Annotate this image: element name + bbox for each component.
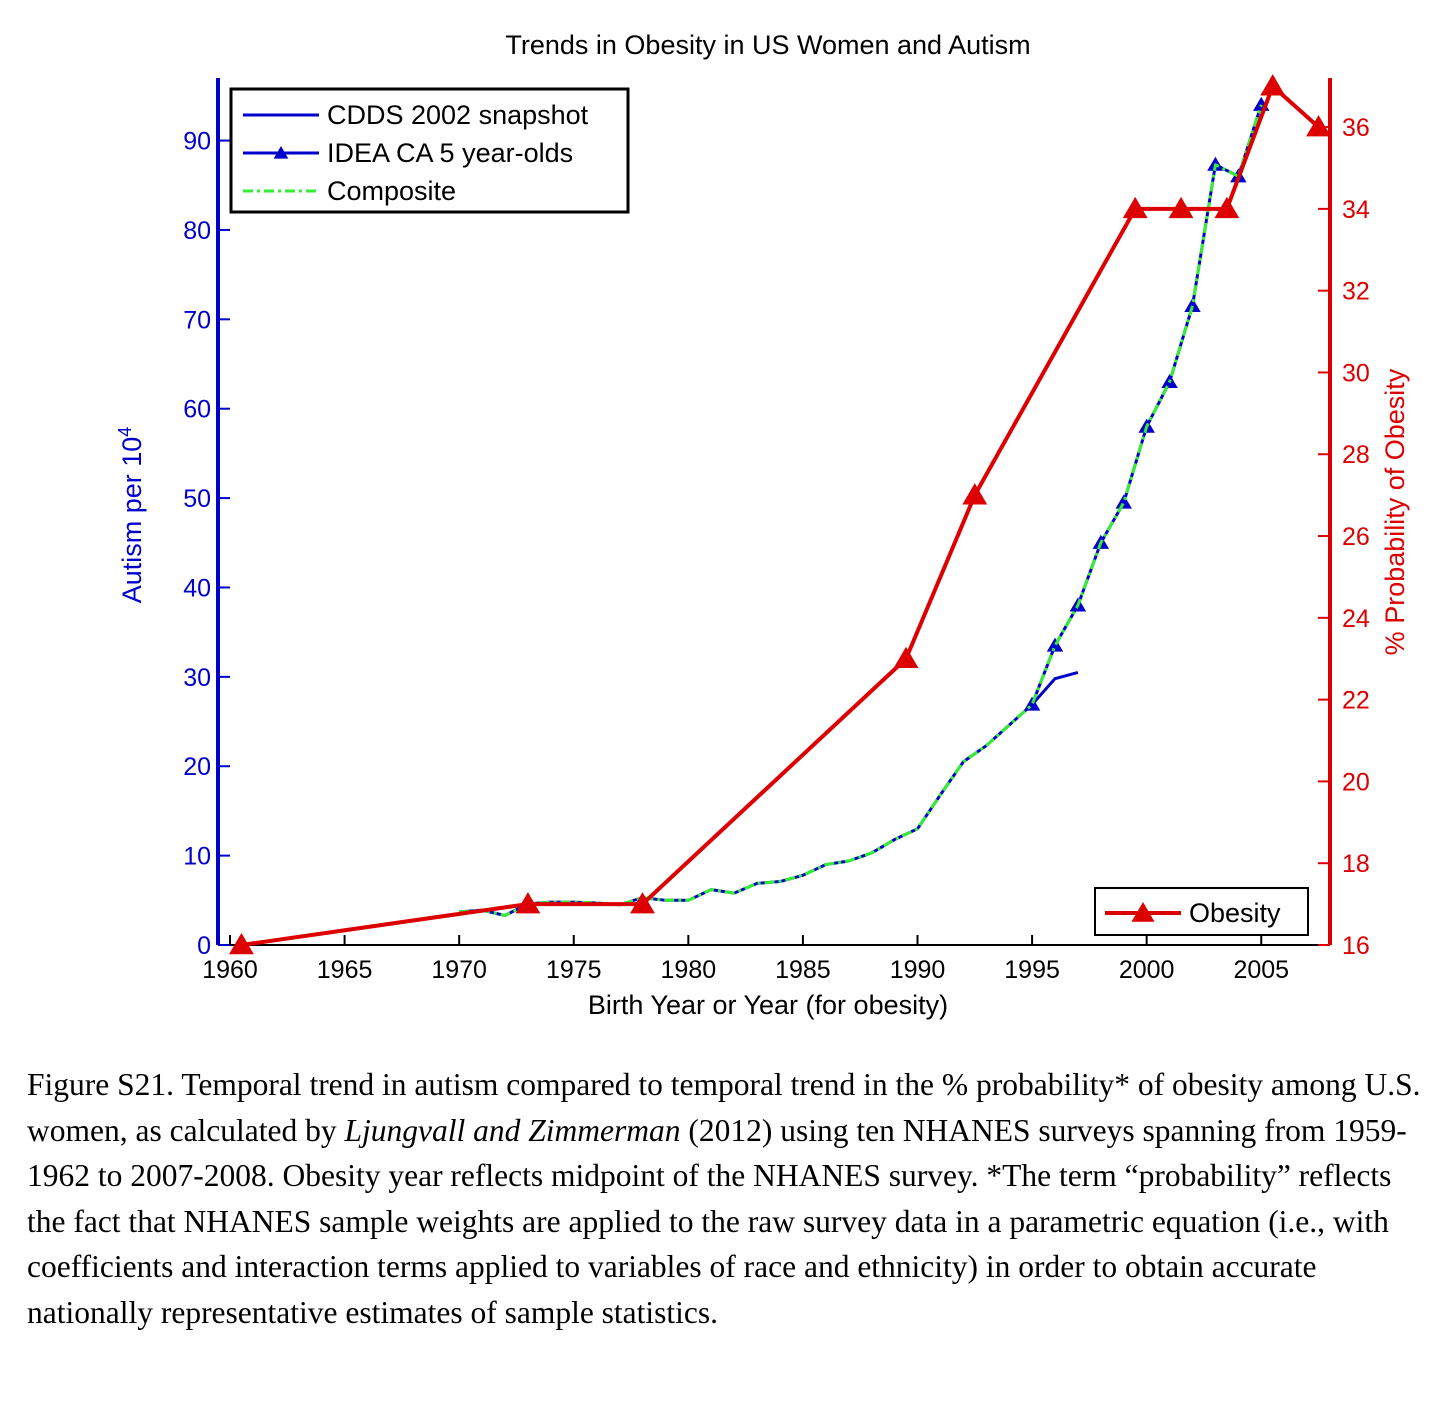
series-idea-line bbox=[1030, 104, 1263, 706]
series-obesity-marker bbox=[1306, 115, 1331, 137]
y-left-tick-label: 30 bbox=[183, 664, 211, 692]
figure-caption: Figure S21. Temporal trend in autism com… bbox=[27, 1062, 1432, 1335]
series-idea-marker bbox=[1184, 297, 1201, 313]
x-tick-label: 1990 bbox=[890, 956, 946, 984]
y-right-tick-label: 16 bbox=[1342, 932, 1370, 960]
x-tick-label: 1980 bbox=[661, 956, 717, 984]
x-tick-label: 1965 bbox=[317, 956, 373, 984]
chart-svg: Trends in Obesity in US Women and Autism… bbox=[115, 30, 1410, 1020]
x-tick-label: 1995 bbox=[1004, 956, 1060, 984]
legend-label: Composite bbox=[327, 176, 456, 206]
y-right-tick-label: 24 bbox=[1342, 605, 1370, 633]
y-right-tick-label: 22 bbox=[1342, 687, 1370, 715]
y-right-tick-label: 36 bbox=[1342, 114, 1370, 142]
y-left-tick-label: 70 bbox=[183, 306, 211, 334]
y-axis-left-label: Autism per 104 bbox=[115, 427, 147, 604]
series-obesity-line bbox=[241, 84, 1320, 947]
series-obesity-marker bbox=[1260, 74, 1286, 96]
caption-suffix: (2012) using ten NHANES surveys spanning… bbox=[27, 1112, 1407, 1330]
x-tick-label: 1960 bbox=[202, 956, 258, 984]
series-idea-marker bbox=[1115, 494, 1132, 509]
legend-swatch-marker bbox=[1131, 902, 1155, 922]
y-left-tick-label: 40 bbox=[183, 574, 211, 602]
series-obesity-marker bbox=[1122, 196, 1148, 219]
y-right-tick-label: 32 bbox=[1342, 278, 1370, 306]
series-obesity-marker bbox=[630, 892, 655, 914]
y-left-tick-label: 0 bbox=[197, 932, 211, 960]
axes: 1960 1965 1970 1975 1980 1985 1990 1995 2000 2005… bbox=[183, 78, 1370, 984]
series-cdds-line bbox=[459, 670, 1079, 918]
y-right-tick-label: 28 bbox=[1342, 441, 1370, 469]
y-left-tick-label: 80 bbox=[183, 217, 211, 245]
series-obesity-marker bbox=[962, 483, 988, 505]
y-right-tick-label: 20 bbox=[1342, 768, 1370, 796]
plot-area bbox=[229, 74, 1331, 955]
y-right-tick-label: 34 bbox=[1342, 196, 1370, 224]
y-right-tick-label: 26 bbox=[1342, 523, 1370, 551]
x-axis-label: Birth Year or Year (for obesity) bbox=[588, 990, 948, 1020]
y-right-tick-label: 30 bbox=[1342, 359, 1370, 387]
y-axis-right-label: % Probability of Obesity bbox=[1380, 368, 1410, 655]
x-tick-label: 1970 bbox=[431, 956, 487, 984]
x-tick-label: 2005 bbox=[1233, 956, 1289, 984]
series-obesity-marker bbox=[1214, 196, 1240, 219]
y-left-tick-label: 50 bbox=[183, 485, 211, 513]
y-left-tick-label: 90 bbox=[183, 128, 211, 156]
legend-label: Obesity bbox=[1189, 898, 1281, 928]
y-right-tick-label: 18 bbox=[1342, 850, 1370, 878]
caption-prefix: Figure S21. Temporal trend in autism com… bbox=[27, 1067, 1421, 1148]
legend-label: IDEA CA 5 year-olds bbox=[327, 138, 573, 168]
caption-paragraph: Figure S21. Temporal trend in autism com… bbox=[27, 1062, 1432, 1335]
y-left-tick-label: 10 bbox=[183, 843, 211, 871]
series-obesity-marker bbox=[229, 933, 254, 955]
legend-label: CDDS 2002 snapshot bbox=[327, 100, 589, 130]
chart-title: Trends in Obesity in US Women and Autism bbox=[505, 30, 1030, 60]
legend-swatch-marker bbox=[273, 146, 289, 159]
x-tick-label: 2000 bbox=[1119, 956, 1175, 984]
y-left-tick-label: 20 bbox=[183, 753, 211, 781]
series-idea-marker bbox=[1046, 637, 1064, 652]
series-obesity-marker bbox=[893, 646, 919, 669]
x-tick-label: 1985 bbox=[775, 956, 831, 984]
y-axis-left-label-text: Autism per 10 bbox=[117, 437, 147, 604]
series-obesity-marker bbox=[1168, 196, 1194, 219]
caption-authors: Ljungvall and Zimmerman bbox=[344, 1112, 681, 1148]
series-obesity-marker bbox=[515, 892, 541, 914]
y-left-tick-label: 60 bbox=[183, 396, 211, 424]
legends: CDDS 2002 snapshot IDEA CA 5 year-olds Com… bbox=[229, 87, 1309, 936]
legend-top-left-box bbox=[229, 87, 630, 214]
x-tick-label: 1975 bbox=[546, 956, 602, 984]
y-axis-left-label-superscript: 4 bbox=[115, 427, 135, 437]
series-composite-line bbox=[459, 104, 1263, 918]
